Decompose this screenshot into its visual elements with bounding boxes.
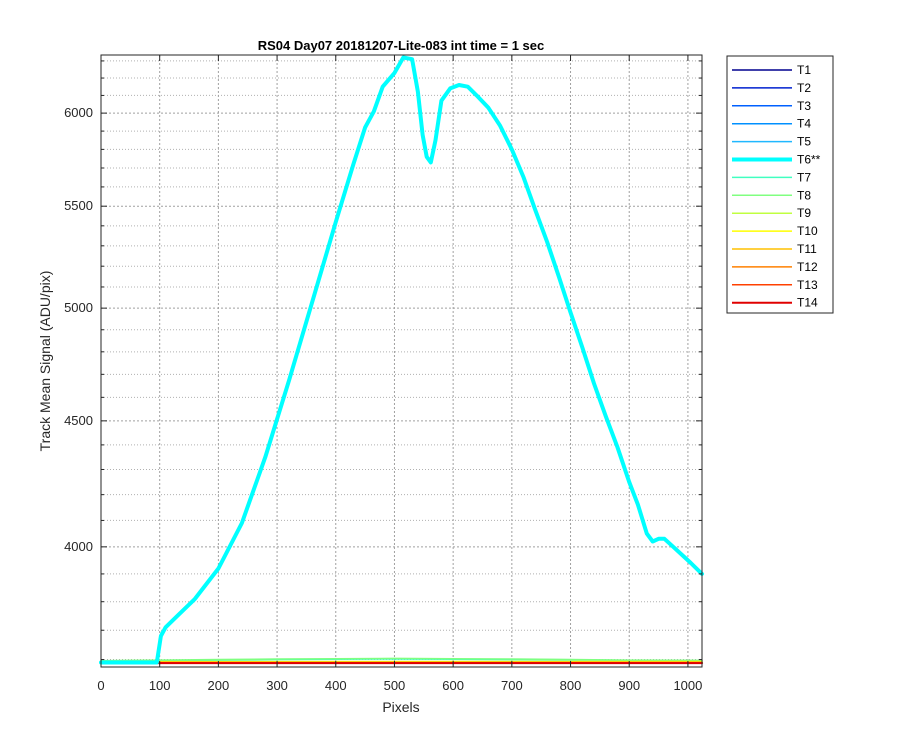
y-tick-label: 5500 bbox=[64, 198, 93, 213]
legend[interactable]: T1 T2 T3 T4 T5 T6** T7 T8 T9 T10 T11 T12 T13 T14 bbox=[726, 55, 834, 314]
legend-box bbox=[726, 55, 834, 314]
series-layer bbox=[99, 55, 704, 665]
legend-label: T13 bbox=[797, 278, 818, 292]
x-tick-label: 0 bbox=[97, 678, 104, 693]
x-tick-label: 1000 bbox=[673, 678, 702, 693]
legend-label: T7 bbox=[797, 170, 811, 184]
x-tick-label: 400 bbox=[325, 678, 347, 693]
legend-label: T12 bbox=[797, 260, 818, 274]
y-tick-label: 4000 bbox=[64, 539, 93, 554]
legend-label: T8 bbox=[797, 188, 811, 202]
y-tick-label: 4500 bbox=[64, 413, 93, 428]
x-tick-label: 700 bbox=[501, 678, 523, 693]
legend-label: T6** bbox=[797, 153, 821, 167]
legend-label: T10 bbox=[797, 224, 818, 238]
series-line-t8 bbox=[100, 657, 703, 662]
x-tick-label: 600 bbox=[442, 678, 464, 693]
ticks: 4000 4500 5000 5500 6000 0 100 200 300 400 500 600 7… bbox=[64, 55, 702, 693]
plot-area: 4000 4500 5000 5500 6000 0 100 200 300 400 500 600 7… bbox=[64, 54, 704, 693]
legend-label: T11 bbox=[797, 242, 817, 256]
x-tick-label: 900 bbox=[618, 678, 640, 693]
legend-items: T1 T2 T3 T4 T5 T6** T7 T8 T9 T10 T11 T12 T13 T14 bbox=[732, 63, 821, 310]
legend-label: T3 bbox=[797, 99, 811, 113]
legend-label: T1 bbox=[797, 63, 811, 77]
chart-title: RS04 Day07 20181207-Lite-083 int time = … bbox=[258, 38, 545, 53]
y-axis-label: Track Mean Signal (ADU/pix) bbox=[37, 271, 53, 452]
x-tick-label: 300 bbox=[266, 678, 288, 693]
legend-label: T14 bbox=[797, 296, 818, 310]
legend-label: T9 bbox=[797, 206, 811, 220]
x-tick-label: 800 bbox=[560, 678, 582, 693]
legend-label: T4 bbox=[797, 117, 811, 131]
y-tick-label: 6000 bbox=[64, 105, 93, 120]
x-axis-label: Pixels bbox=[382, 699, 419, 715]
legend-label: T5 bbox=[797, 135, 811, 149]
axes-box bbox=[100, 54, 703, 668]
x-tick-label: 100 bbox=[149, 678, 171, 693]
y-tick-label: 5000 bbox=[64, 300, 93, 315]
x-tick-label: 500 bbox=[384, 678, 406, 693]
x-tick-label: 200 bbox=[208, 678, 230, 693]
legend-label: T2 bbox=[797, 81, 811, 95]
series-line-t6 bbox=[99, 55, 704, 665]
